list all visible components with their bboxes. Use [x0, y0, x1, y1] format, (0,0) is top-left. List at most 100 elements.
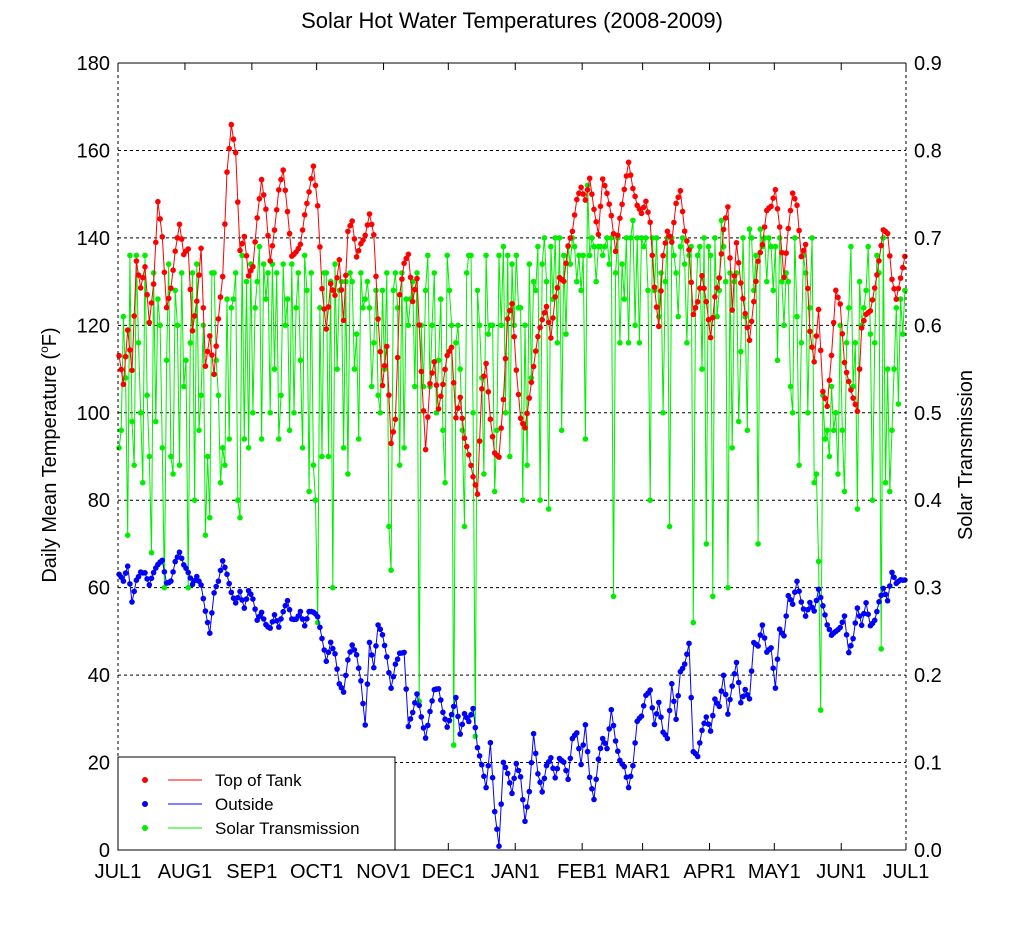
data-point — [301, 252, 308, 259]
data-point — [150, 270, 157, 276]
data-point — [228, 305, 235, 311]
data-point — [466, 718, 472, 725]
data-point — [515, 767, 522, 774]
data-point — [170, 267, 176, 274]
data-point — [472, 482, 479, 488]
data-point — [671, 698, 677, 705]
data-point — [466, 452, 472, 458]
data-point — [891, 366, 897, 372]
data-point — [442, 479, 448, 486]
data-point — [565, 243, 571, 249]
data-point — [334, 275, 340, 281]
data-point — [532, 287, 539, 294]
data-point — [228, 121, 235, 128]
data-point — [586, 774, 593, 781]
data-point — [517, 305, 524, 311]
data-point — [409, 709, 416, 716]
data-point — [653, 711, 660, 717]
data-point — [621, 763, 628, 770]
data-point — [472, 724, 479, 731]
data-point — [766, 235, 772, 241]
data-point — [140, 274, 146, 281]
data-point — [673, 716, 679, 723]
data-point — [379, 287, 386, 294]
data-point — [403, 296, 410, 302]
data-point — [710, 712, 716, 719]
data-point — [217, 567, 224, 574]
data-point — [530, 278, 537, 285]
y-tick-label: 120 — [77, 315, 110, 337]
data-point — [854, 605, 861, 611]
data-point — [625, 784, 632, 791]
data-point — [504, 316, 511, 322]
data-point — [496, 454, 502, 460]
data-point — [150, 569, 157, 576]
data-point — [761, 224, 768, 230]
data-point — [120, 313, 127, 320]
data-point — [638, 713, 645, 719]
data-point — [602, 182, 608, 189]
x-tick-label: JUL1 — [95, 861, 142, 883]
data-point — [599, 252, 606, 259]
data-point — [725, 584, 731, 591]
data-point — [880, 585, 887, 592]
data-point — [468, 711, 474, 718]
data-point — [854, 408, 861, 415]
data-point — [677, 187, 684, 194]
data-point — [496, 843, 502, 849]
data-point — [725, 711, 731, 717]
data-point — [759, 622, 766, 628]
data-point — [239, 252, 245, 259]
data-point — [448, 344, 455, 351]
data-point — [664, 228, 671, 235]
data-point — [159, 445, 166, 451]
data-point — [623, 173, 630, 179]
data-point — [863, 600, 869, 606]
data-point — [563, 331, 569, 337]
data-point — [194, 298, 200, 305]
data-point — [196, 427, 202, 434]
data-point — [541, 310, 548, 316]
data-point — [377, 626, 384, 633]
data-point — [712, 696, 718, 702]
data-point — [334, 666, 340, 672]
data-point — [900, 331, 906, 337]
data-point — [550, 765, 556, 772]
chart-title: Solar Hot Water Temperatures (2008-2009) — [301, 8, 723, 33]
data-point — [198, 582, 204, 588]
data-point — [787, 596, 794, 603]
data-point — [135, 340, 142, 346]
series-line — [118, 185, 906, 746]
data-point — [442, 366, 448, 373]
data-point — [716, 703, 723, 710]
data-point — [580, 252, 586, 259]
data-point — [498, 801, 505, 807]
data-point — [783, 250, 789, 256]
data-point — [485, 762, 492, 769]
data-point — [299, 227, 306, 233]
y2-tick-label: 0.7 — [914, 228, 942, 250]
data-point — [194, 573, 200, 580]
data-point — [455, 405, 461, 412]
data-point — [289, 261, 295, 267]
data-point — [310, 163, 317, 169]
data-point — [479, 762, 485, 768]
data-point — [146, 319, 153, 326]
data-point — [690, 311, 697, 318]
data-point — [805, 606, 811, 613]
data-point — [455, 713, 461, 720]
data-point — [660, 410, 666, 416]
data-point — [755, 541, 761, 547]
data-point — [323, 326, 330, 332]
data-point — [155, 198, 161, 205]
data-point — [718, 688, 725, 694]
data-point — [327, 280, 334, 287]
data-point — [148, 300, 155, 306]
data-point — [520, 497, 526, 504]
data-point — [453, 415, 459, 421]
data-point — [675, 194, 681, 201]
x-tick-label: DEC1 — [422, 861, 475, 883]
x-tick-labels: JUL1 AUG1 SEP1 OCT1 NOV1 DEC1 JAN1 FEB1 MAR1 APR1… — [95, 861, 930, 883]
data-point — [172, 248, 178, 254]
data-point — [630, 185, 636, 192]
